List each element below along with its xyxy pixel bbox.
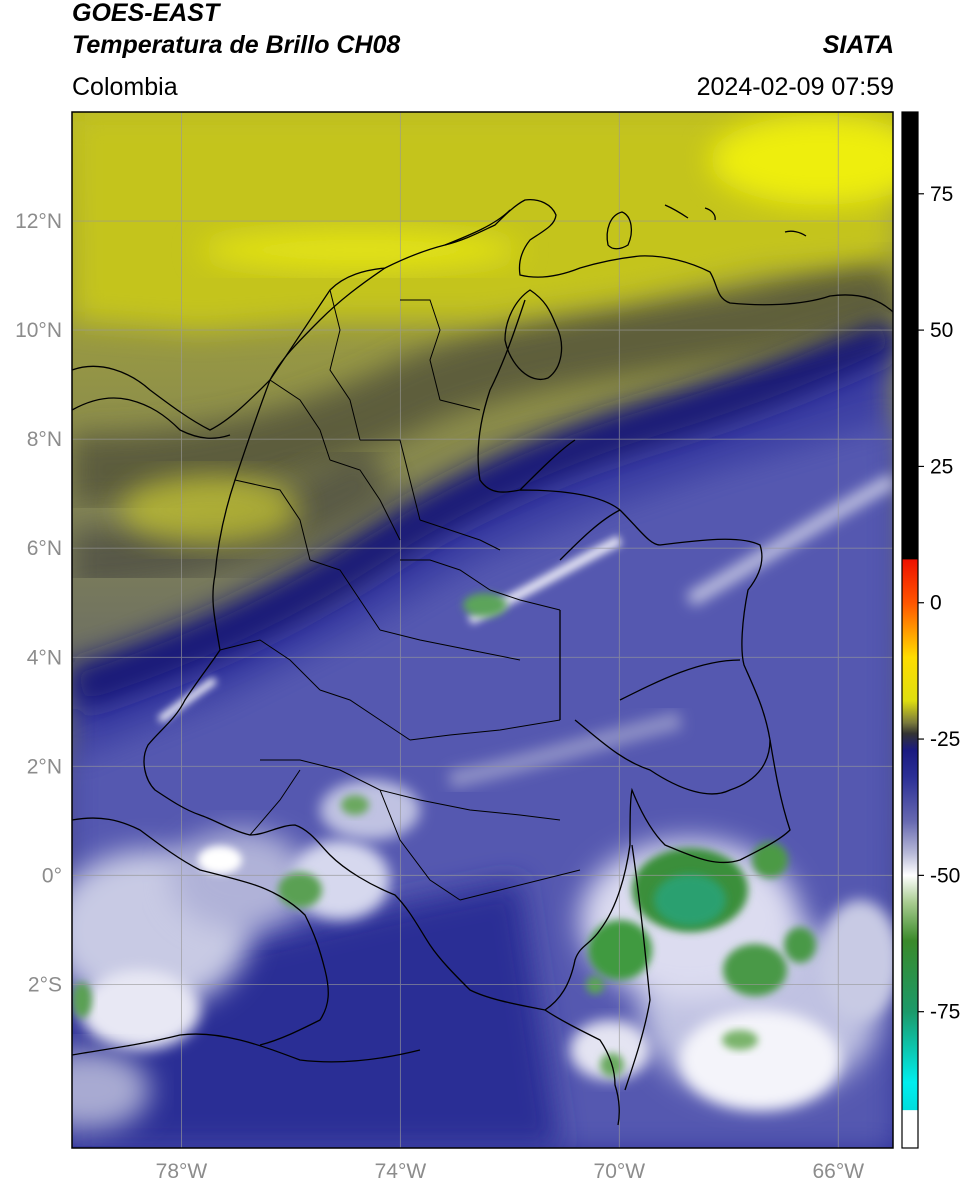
aruba-curacao <box>664 204 807 237</box>
lat-tick-label: 2°N <box>27 755 62 778</box>
colorbar-tick-label: 0 <box>930 592 942 615</box>
satellite-title: GOES-EAST <box>72 0 220 27</box>
lon-tick-label: 74°W <box>375 1160 427 1183</box>
latitude-axis: 12°N 10°N 8°N 6°N 4°N 2°N 0° 2°S <box>15 210 62 996</box>
venezuela-states <box>519 439 771 795</box>
lat-tick-label: 10°N <box>15 319 62 342</box>
timestamp-label: 2024-02-09 07:59 <box>696 73 894 101</box>
lat-tick-label: 8°N <box>27 428 62 451</box>
political-borders <box>72 199 893 1126</box>
ecuador-boundary <box>72 817 329 1046</box>
colorbar-ticks: 75 50 25 0 -25 -50 -75 <box>918 183 960 1024</box>
peru-coast <box>72 1033 421 1063</box>
longitude-axis: 78°W 74°W 70°W 66°W <box>156 1160 865 1183</box>
lon-tick-label: 70°W <box>594 1160 646 1183</box>
lat-tick-label: 4°N <box>27 646 62 669</box>
paraguana-peninsula <box>606 211 633 250</box>
colorbar-tick-label: 75 <box>930 183 953 206</box>
map-frame <box>71 111 894 1149</box>
lake-maracaibo <box>504 289 563 381</box>
colorbar-tick-label: -25 <box>930 728 960 751</box>
colorbar-tick-label: -75 <box>930 1001 960 1024</box>
colorbar-scale <box>901 111 919 1149</box>
lat-tick-label: 6°N <box>27 537 62 560</box>
caribbean-coastline <box>72 199 893 431</box>
lat-tick-label: 12°N <box>15 210 62 233</box>
colorbar-tick-label: 25 <box>930 455 953 478</box>
department-lines <box>219 289 581 901</box>
product-title: Temperatura de Brillo CH08 <box>72 31 401 59</box>
colorbar-tick-label: 50 <box>930 319 953 342</box>
colombia-boundary <box>143 209 791 1011</box>
brightness-temperature-field <box>72 112 893 1148</box>
colorbar-tick-label: -50 <box>930 864 960 887</box>
lon-tick-label: 66°W <box>812 1160 864 1183</box>
lat-tick-label: 0° <box>42 864 62 887</box>
graticule <box>72 112 893 1148</box>
lon-tick-label: 78°W <box>156 1160 208 1183</box>
region-label: Colombia <box>72 73 178 101</box>
brand-label: SIATA <box>822 31 894 59</box>
lat-tick-label: 2°S <box>28 973 62 996</box>
brazil-boundary <box>544 844 651 1126</box>
panama-coast <box>72 397 231 439</box>
colorbar: 75 50 25 0 -25 -50 -75 <box>901 111 960 1149</box>
